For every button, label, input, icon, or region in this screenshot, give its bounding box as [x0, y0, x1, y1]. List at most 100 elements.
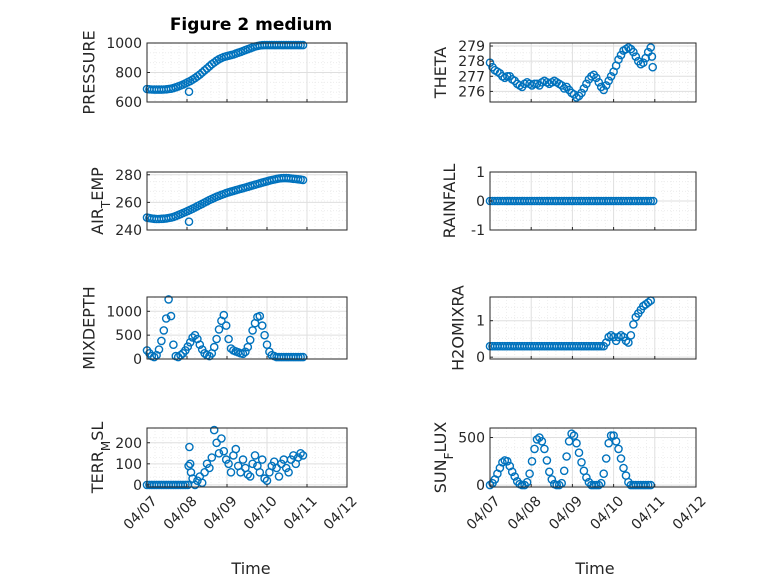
series-theta	[485, 43, 658, 102]
data-point	[599, 469, 609, 479]
data-point	[184, 217, 194, 226]
data-point	[238, 349, 248, 359]
series-pressure	[142, 40, 308, 96]
data-point	[157, 336, 166, 346]
axes-box	[146, 427, 348, 488]
y-tick-label: 100	[115, 457, 142, 473]
y-tick-label: 0	[133, 478, 142, 494]
data-point	[522, 477, 532, 487]
data-point	[579, 84, 589, 93]
data-point	[296, 352, 305, 362]
data-point	[646, 196, 656, 206]
data-point	[221, 321, 231, 330]
data-point	[569, 431, 579, 440]
data-point	[293, 453, 303, 462]
subplot-rainfall: -1 0 1 RAINFALL	[440, 164, 697, 239]
series-rainfall	[485, 196, 658, 206]
data-point	[594, 78, 604, 87]
data-point	[238, 455, 248, 464]
data-point	[231, 444, 241, 454]
data-point	[643, 480, 653, 490]
data-point	[195, 340, 205, 350]
data-point	[507, 467, 517, 477]
data-point	[212, 438, 221, 448]
y-axis-label: PRESSURE	[80, 30, 99, 114]
series-mixdepth	[142, 295, 308, 362]
axes-box	[489, 296, 697, 360]
subplot-pressure: 600 800 1000 PRESSURE	[80, 30, 348, 115]
data-point	[284, 467, 293, 477]
y-tick-label: 1000	[106, 36, 142, 52]
data-point	[224, 334, 233, 344]
data-point	[267, 461, 277, 471]
y-tick-label: 277	[458, 69, 485, 85]
y-tick-label: 0	[476, 194, 485, 210]
series-h2omixra	[485, 296, 656, 351]
data-point	[197, 478, 207, 488]
y-tick-label: 500	[458, 431, 485, 447]
data-point	[631, 52, 641, 61]
data-point	[188, 333, 197, 342]
data-point	[245, 472, 255, 481]
data-point	[641, 480, 651, 490]
data-point	[582, 473, 591, 482]
data-point	[537, 436, 547, 446]
data-point	[255, 311, 265, 321]
data-point	[601, 81, 611, 90]
data-point	[193, 476, 202, 486]
y-tick-label: 1000	[106, 304, 142, 320]
data-point	[205, 463, 214, 473]
data-point	[212, 334, 221, 344]
data-point	[594, 341, 604, 351]
data-point	[572, 438, 581, 448]
data-point	[599, 85, 609, 95]
data-point	[527, 456, 537, 466]
data-point	[614, 55, 623, 64]
data-point	[248, 459, 257, 469]
data-point	[639, 58, 648, 68]
y-tick-label: 200	[115, 436, 142, 452]
data-point	[185, 442, 194, 452]
y-tick-label: 1	[476, 314, 485, 330]
y-tick-label: 240	[115, 223, 142, 239]
data-point	[592, 73, 601, 83]
data-point	[643, 298, 653, 307]
data-point	[298, 451, 308, 460]
data-point	[181, 480, 190, 490]
data-point	[164, 295, 173, 304]
data-point	[604, 76, 614, 86]
data-point	[214, 448, 224, 458]
axes-box	[489, 42, 697, 103]
data-point	[226, 467, 236, 477]
series-sun_flux	[485, 429, 656, 490]
y-tick-label: 0	[133, 352, 142, 368]
data-point	[624, 338, 633, 347]
data-point	[614, 444, 623, 454]
data-point	[200, 467, 209, 477]
y-tick-label: 276	[458, 84, 485, 100]
data-point	[195, 70, 205, 79]
data-point	[217, 434, 226, 443]
y-tick-label: 0	[476, 478, 485, 494]
data-point	[161, 314, 171, 323]
data-point	[648, 62, 658, 72]
y-tick-label: 0	[476, 350, 485, 366]
data-point	[209, 425, 219, 435]
data-point	[611, 436, 621, 446]
data-point	[272, 463, 281, 473]
data-point	[207, 453, 217, 462]
data-point	[621, 336, 631, 346]
data-point	[221, 455, 231, 464]
data-point	[277, 459, 286, 469]
data-point	[646, 43, 656, 52]
data-point	[260, 330, 269, 340]
data-point	[629, 47, 638, 57]
y-tick-label: 279	[458, 39, 485, 55]
data-point	[245, 335, 255, 345]
data-point	[260, 474, 269, 483]
data-point	[250, 451, 260, 460]
data-point	[255, 467, 265, 477]
data-point	[559, 466, 569, 476]
x-axis-label-left: Time	[230, 559, 270, 578]
